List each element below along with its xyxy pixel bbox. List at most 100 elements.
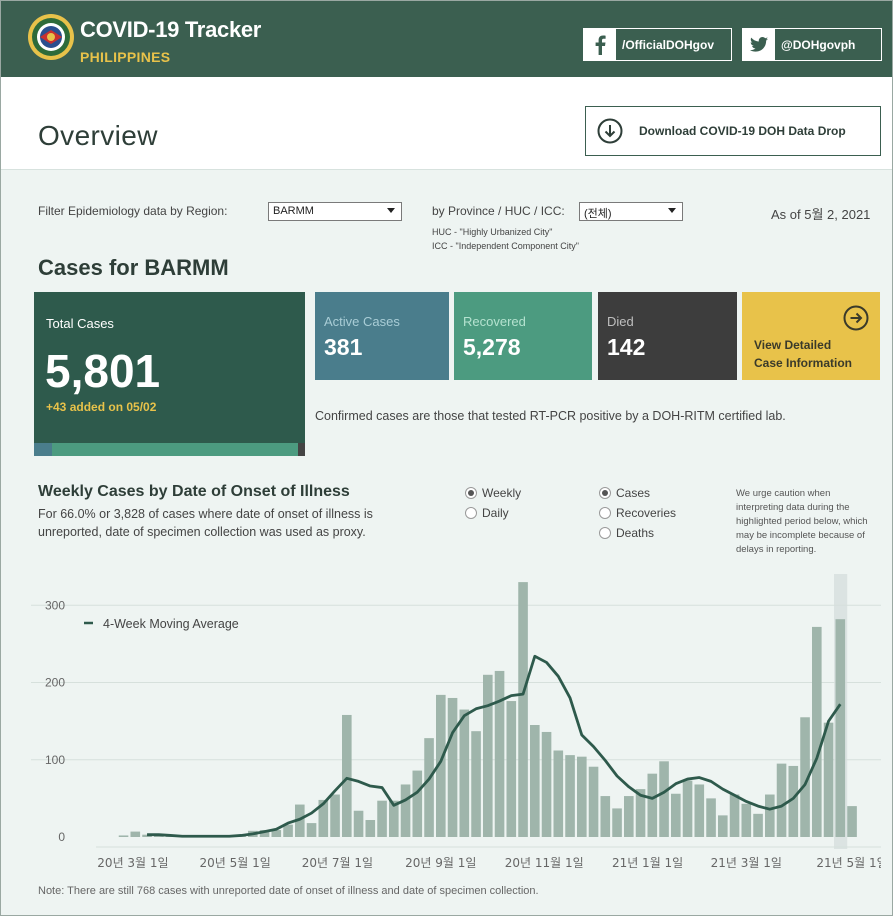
bar-week-54	[741, 803, 752, 837]
dropdown-arrow-icon	[387, 208, 395, 213]
bar-week-29	[447, 697, 458, 837]
radio-cases[interactable]: Cases	[599, 486, 650, 500]
as-of-date: As of 5월 2, 2021	[771, 207, 871, 222]
bar-week-61	[823, 722, 834, 837]
bar-week-15	[283, 824, 293, 837]
bar-week-27	[424, 738, 434, 837]
bar-week-42	[600, 796, 611, 837]
app-subtitle: PHILIPPINES	[80, 49, 171, 65]
bar-week-56	[765, 794, 775, 837]
y-tick-label-200: 200	[45, 676, 65, 690]
bar-week-46	[647, 773, 658, 837]
bar-week-20	[342, 714, 352, 837]
chart-description: For 66.0% or 3,828 of cases where date o…	[38, 507, 373, 539]
bar-week-51	[706, 798, 716, 837]
region-select[interactable]: BARMM	[268, 202, 402, 221]
x-tick-label-4: 20년 11월 1일	[505, 856, 584, 870]
province-select[interactable]: (전체)	[579, 202, 683, 221]
radio-selected-icon	[465, 487, 477, 499]
moving-average-line	[147, 654, 842, 838]
bar-week-35	[518, 582, 528, 837]
bar-week-25	[400, 784, 411, 837]
total-cases-added: +43 added on 05/02	[46, 400, 157, 414]
x-tick-label-1: 20년 5월 1일	[200, 856, 271, 870]
radio-unselected-icon	[465, 507, 477, 519]
bar-week-50	[694, 784, 705, 837]
facebook-icon	[584, 29, 616, 60]
bar-week-34	[506, 701, 517, 837]
bar-week-58	[788, 765, 799, 837]
breakdown-active-segment	[34, 443, 52, 456]
bar-week-26	[412, 770, 423, 837]
radio-weekly[interactable]: Weekly	[465, 486, 521, 500]
bar-week-44	[624, 796, 634, 837]
died-label: Died	[607, 314, 634, 329]
bar-week-43	[612, 808, 622, 837]
icc-note: ICC - "Independent Component City"	[432, 241, 579, 251]
bar-week-24	[389, 800, 399, 837]
bar-week-30	[459, 709, 470, 837]
x-tick-label-3: 20년 9월 1일	[405, 856, 476, 870]
twitter-handle: @DOHgovph	[781, 37, 856, 52]
x-tick-label-7: 21년 5월 1일	[816, 856, 881, 870]
arrow-right-circle-icon	[843, 305, 869, 331]
province-filter-label: by Province / HUC / ICC:	[432, 204, 565, 218]
bar-week-14	[271, 830, 282, 837]
bar-week-47	[659, 761, 669, 837]
dropdown-arrow-icon	[668, 208, 676, 213]
radio-weekly-label: Weekly	[482, 486, 522, 500]
bar-week-33	[494, 670, 505, 837]
bar-week-57	[776, 763, 787, 837]
bar-week-40	[577, 756, 587, 837]
cases-heading: Cases for BARMM	[38, 255, 229, 280]
province-select-value: (전체)	[584, 208, 612, 220]
page-title: Overview	[38, 120, 158, 151]
bar-week-32	[483, 674, 493, 837]
chart-footnote: Note: There are still 768 cases with unr…	[38, 885, 539, 897]
bar-week-59	[800, 717, 810, 837]
case-breakdown-bar	[34, 443, 305, 456]
bar-week-4	[154, 835, 164, 837]
bar-week-45	[635, 789, 646, 837]
overview-band: Overview Download COVID-19 DOH Data Drop	[1, 77, 892, 170]
y-tick-label-300: 300	[45, 598, 65, 612]
chart-title: Weekly Cases by Date of Onset of Illness	[38, 483, 350, 500]
app-header: COVID-19 Tracker PHILIPPINES /OfficialDO…	[1, 1, 892, 77]
doh-seal-logo	[28, 14, 74, 60]
view-detailed-case-info-button[interactable]: View Detailed Case Information	[742, 292, 880, 380]
bar-week-19	[330, 794, 340, 837]
bar-week-36	[530, 725, 540, 837]
radio-recoveries-label: Recoveries	[616, 506, 677, 520]
radio-cases-label: Cases	[616, 486, 651, 500]
app-title: COVID-19 Tracker	[80, 17, 262, 42]
radio-daily[interactable]: Daily	[465, 506, 509, 520]
bar-week-62	[835, 619, 846, 837]
y-tick-label-0: 0	[58, 830, 65, 844]
bar-week-13	[259, 830, 270, 837]
x-tick-label-5: 21년 1월 1일	[612, 856, 683, 870]
y-tick-label-100: 100	[45, 753, 65, 767]
recovered-label: Recovered	[463, 314, 526, 329]
active-cases-label: Active Cases	[324, 314, 400, 329]
bar-week-17	[306, 823, 317, 837]
twitter-link[interactable]: @DOHgovph	[742, 28, 882, 61]
radio-daily-label: Daily	[482, 506, 509, 520]
total-cases-label: Total Cases	[46, 316, 114, 331]
bar-week-28	[436, 694, 446, 837]
facebook-link[interactable]: /OfficialDOHgov	[583, 28, 732, 61]
bar-week-52	[718, 815, 728, 837]
twitter-icon	[743, 29, 775, 60]
bar-week-23	[377, 800, 387, 837]
died-value: 142	[607, 334, 646, 360]
radio-recoveries[interactable]: Recoveries	[599, 506, 676, 520]
legend-label: 4-Week Moving Average	[103, 617, 239, 631]
bar-week-2	[130, 831, 141, 837]
recovered-card: Recovered 5,278	[454, 292, 592, 380]
download-data-drop-button[interactable]: Download COVID-19 DOH Data Drop	[585, 106, 881, 156]
radio-deaths[interactable]: Deaths	[599, 526, 654, 540]
bar-week-38	[553, 750, 564, 837]
download-icon	[597, 118, 623, 144]
bar-week-53	[729, 794, 740, 837]
bar-week-16	[295, 804, 305, 837]
